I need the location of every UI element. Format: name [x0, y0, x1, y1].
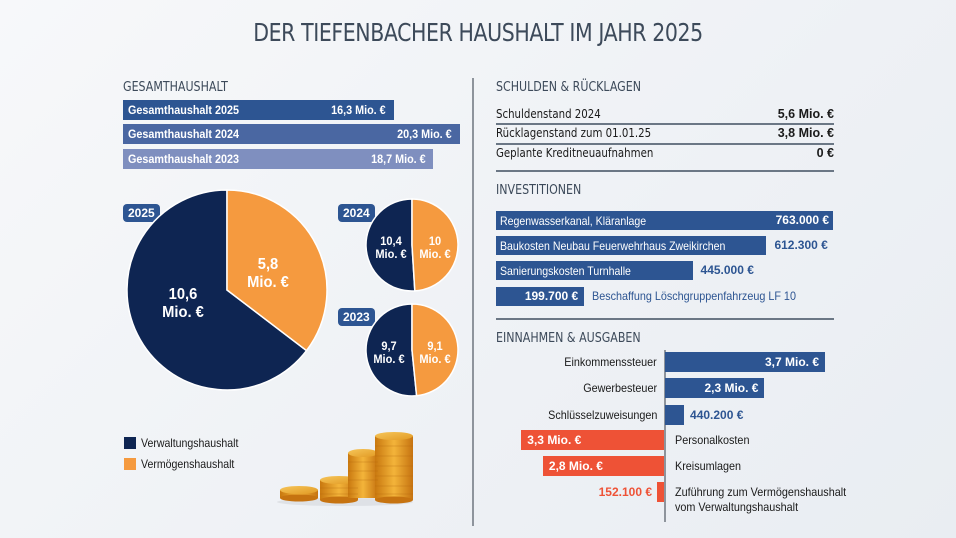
pie-2024-vermoegen-unit: Mio. €	[419, 247, 451, 262]
row-divider	[496, 123, 834, 125]
investition-bar-value: 445.000 €	[700, 263, 754, 277]
income-value: 440.200 €	[690, 408, 744, 422]
year-tag-2023: 2023	[338, 308, 375, 326]
debt-row-label: Geplante Kreditneuaufnahmen	[496, 145, 654, 160]
pie-2024-verwaltung-label: 10,4 Mio. €	[372, 234, 411, 262]
expense-bar	[657, 482, 664, 502]
debt-row: Schuldenstand 2024 5,6 Mio. €	[496, 103, 834, 124]
investition-bar-value: 612.300 €	[774, 238, 828, 252]
expense-bar	[542, 456, 664, 476]
gesamthaushalt-bar: Gesamthaushalt 2025 16,3 Mio. €	[123, 100, 394, 120]
column-divider	[472, 78, 474, 526]
investition-bar-label: Regenwasserkanal, Kläranlage	[500, 213, 647, 228]
pie-chart-2025	[126, 189, 328, 391]
investition-bar-label: Sanierungskosten Turnhalle	[500, 263, 631, 278]
gesamthaushalt-bar-value: 20,3 Mio. €	[397, 127, 452, 141]
expense-bar	[521, 430, 664, 450]
gesamthaushalt-bar-label: Gesamthaushalt 2023	[128, 152, 240, 166]
section-divider	[496, 170, 834, 172]
pie-chart-2024	[365, 198, 459, 292]
gesamthaushalt-bar-label: Gesamthaushalt 2024	[128, 127, 240, 141]
pie-2025-vermoegen-value: 5,8	[257, 256, 279, 273]
income-value: 3,7 Mio. €	[764, 355, 819, 369]
debt-row-label: Rücklagenstand zum 01.01.25	[496, 125, 652, 140]
pie-2023-vermoegen-unit: Mio. €	[419, 352, 451, 367]
gesamthaushalt-heading: GESAMTHAUSHALT	[123, 80, 228, 95]
income-bar	[665, 352, 825, 372]
pie-slice-vermoegen	[411, 198, 459, 292]
year-tag-2024: 2024	[338, 204, 375, 222]
section-divider	[496, 318, 834, 320]
debt-row: Rücklagenstand zum 01.01.25 3,8 Mio. €	[496, 122, 834, 143]
investition-bar: Regenwasserkanal, Kläranlage	[496, 211, 833, 230]
income-label: Einkommenssteuer	[564, 355, 657, 369]
investition-bar	[496, 287, 585, 306]
schulden-heading: SCHULDEN & RÜCKLAGEN	[496, 80, 642, 95]
page-title: DER TIEFENBACHER HAUSHALT IM JAHR 2025	[253, 18, 703, 47]
income-label: Gewerbesteuer	[583, 381, 657, 395]
legend-swatch-vermoegen	[124, 458, 136, 470]
coins-illustration-icon	[277, 432, 413, 506]
legend-label-verwaltung: Verwaltungshaushalt	[141, 436, 239, 450]
gesamthaushalt-bar-label: Gesamthaushalt 2025	[128, 103, 240, 117]
pie-2023-vermoegen-label: 9,1 Mio. €	[416, 339, 455, 367]
investition-bar-label: Beschaffung Löschgruppenfahrzeug LF 10	[592, 289, 797, 303]
pie-2023-verwaltung-unit: Mio. €	[373, 352, 405, 367]
pie-2025-verwaltung-value: 10,6	[168, 286, 198, 303]
income-bar	[665, 378, 765, 398]
legend-swatch-verwaltung	[124, 437, 136, 449]
gesamthaushalt-bar-value: 18,7 Mio. €	[370, 152, 426, 166]
pie-2024-verwaltung-value: 10,4	[380, 234, 402, 248]
ea-zero-axis	[664, 350, 666, 522]
pie-2024-vermoegen-label: 10 Mio. €	[416, 234, 455, 262]
debt-row-value: 0 €	[816, 145, 834, 160]
pie-2023-verwaltung-value: 9,7	[381, 339, 397, 353]
investition-bar-value: 763.000 €	[775, 213, 829, 227]
investition-bar: Baukosten Neubau Feuerwehrhaus Zweikirch…	[496, 236, 767, 255]
pie-chart-2023	[365, 303, 459, 397]
pie-slice-vermoegen	[411, 303, 459, 397]
debt-row-value: 3,8 Mio. €	[777, 125, 834, 140]
pie-2023-vermoegen-value: 9,1	[427, 339, 443, 353]
income-label: Schlüsselzuweisungen	[547, 408, 657, 422]
legend-item-vermoegen: Vermögenshaushalt	[124, 457, 247, 471]
income-bar	[665, 405, 685, 425]
debt-row-label: Schuldenstand 2024	[496, 106, 601, 121]
pie-2025-vermoegen-unit: Mio. €	[247, 273, 289, 291]
expense-value: 2,8 Mio. €	[548, 459, 603, 473]
gesamthaushalt-bar-value: 16,3 Mio. €	[330, 103, 386, 117]
row-divider	[496, 143, 834, 145]
debt-row: Geplante Kreditneuaufnahmen 0 €	[496, 142, 834, 163]
investition-bar: Sanierungskosten Turnhalle	[496, 261, 693, 280]
expense-value: 152.100 €	[598, 485, 652, 499]
expense-value: 3,3 Mio. €	[527, 433, 582, 447]
pie-slice-verwaltung	[126, 189, 308, 391]
pie-2024-verwaltung-unit: Mio. €	[375, 247, 407, 262]
income-value: 2,3 Mio. €	[704, 381, 759, 395]
gesamthaushalt-bar: Gesamthaushalt 2023 18,7 Mio. €	[123, 149, 434, 169]
pie-2024-vermoegen-value: 10	[428, 234, 442, 248]
legend-item-verwaltung: Verwaltungshaushalt	[124, 436, 252, 450]
investition-bar-label: Baukosten Neubau Feuerwehrhaus Zweikirch…	[500, 238, 726, 253]
expense-label-line2: vom Verwaltungshaushalt	[675, 500, 799, 514]
pie-slice-vermoegen	[226, 189, 328, 352]
expense-label: Kreisumlagen	[675, 459, 742, 473]
einnahmen-ausgaben-heading: EINNAHMEN & AUSGABEN	[496, 331, 641, 346]
investition-bar-value: 199.700 €	[524, 289, 579, 303]
gesamthaushalt-bar: Gesamthaushalt 2024 20,3 Mio. €	[123, 124, 460, 144]
pie-2025-verwaltung-unit: Mio. €	[162, 303, 204, 321]
debt-row-value: 5,6 Mio. €	[777, 106, 834, 121]
pie-2023-verwaltung-label: 9,7 Mio. €	[370, 339, 409, 367]
pie-2025-verwaltung-label: 10,6 Mio. €	[151, 286, 215, 321]
expense-label: Zuführung zum Vermögenshaushalt	[675, 485, 847, 499]
pie-slice-verwaltung	[365, 198, 416, 292]
pie-2025-vermoegen-label: 5,8 Mio. €	[240, 256, 295, 291]
investitionen-heading: INVESTITIONEN	[496, 183, 582, 198]
year-tag-2025: 2025	[123, 204, 160, 222]
expense-label: Personalkosten	[675, 433, 750, 447]
pie-slice-verwaltung	[365, 303, 418, 397]
legend-label-vermoegen: Vermögenshaushalt	[141, 457, 235, 471]
